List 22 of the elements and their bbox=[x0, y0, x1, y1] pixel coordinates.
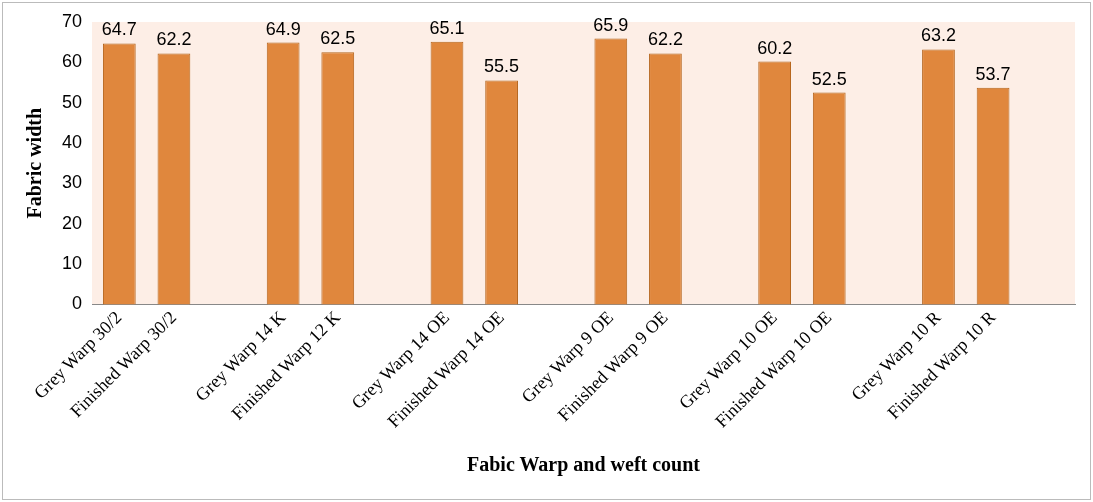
y-tick-label: 0 bbox=[72, 293, 83, 314]
data-label: 64.9 bbox=[265, 18, 301, 39]
y-tick-label: 60 bbox=[61, 51, 83, 72]
data-label: 63.2 bbox=[920, 25, 956, 46]
data-label: 60.2 bbox=[757, 37, 793, 58]
data-label: 65.9 bbox=[593, 14, 629, 35]
y-tick-label: 10 bbox=[61, 253, 83, 274]
data-label: 53.7 bbox=[975, 63, 1011, 84]
data-label: 55.5 bbox=[484, 56, 520, 77]
y-tick-label: 40 bbox=[61, 132, 83, 152]
data-label: 62.2 bbox=[647, 29, 683, 50]
data-label: 64.7 bbox=[101, 19, 137, 40]
y-tick-label: 70 bbox=[61, 10, 83, 31]
data-label: 62.5 bbox=[320, 28, 356, 49]
x-axis-title: Fabic Warp and weft count bbox=[467, 453, 701, 477]
y-axis-title: Fabric width bbox=[23, 107, 46, 219]
data-label: 65.1 bbox=[429, 17, 465, 38]
y-tick-label: 50 bbox=[61, 91, 83, 112]
y-tick-label: 30 bbox=[61, 172, 83, 193]
y-tick-label: 20 bbox=[61, 212, 83, 233]
data-label: 52.5 bbox=[811, 68, 847, 89]
data-label: 62.2 bbox=[156, 29, 192, 50]
